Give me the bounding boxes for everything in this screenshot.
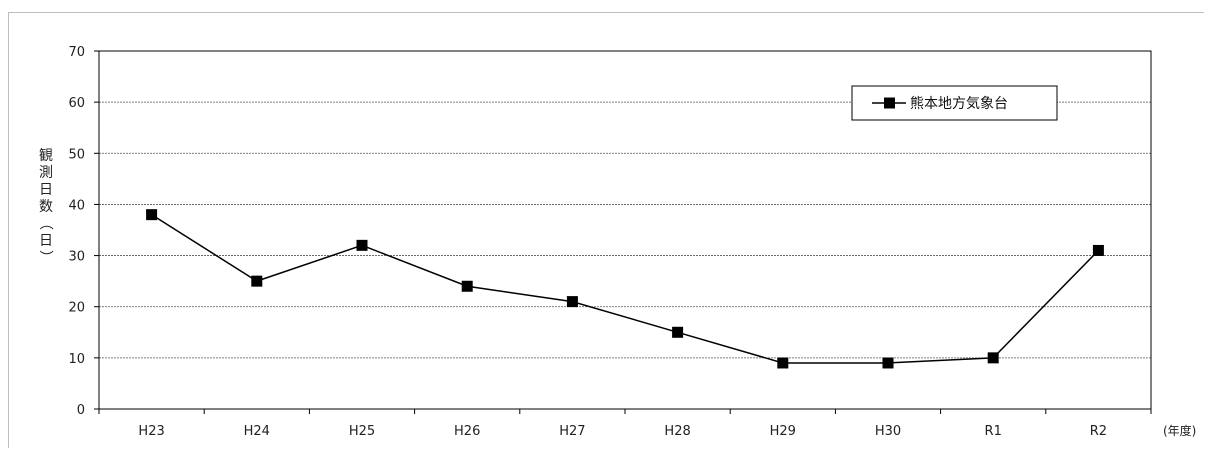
x-tick-label: R1 xyxy=(985,424,1002,439)
y-axis-label-char: 日 xyxy=(39,233,53,249)
data-point xyxy=(1092,244,1104,256)
x-axis-ticks: H23 H24 H25 H26 H27 H28 H29 H30 R1 R2 xyxy=(98,409,1152,439)
data-point xyxy=(882,357,894,369)
y-tick-label: 0 xyxy=(77,403,85,418)
y-axis-label-char: （ xyxy=(37,216,53,230)
data-point xyxy=(672,326,684,338)
y-axis-label-char: 観 xyxy=(39,147,53,164)
y-tick-label: 30 xyxy=(68,250,85,265)
y-tick-label: 70 xyxy=(68,45,85,60)
gridlines xyxy=(99,101,1151,359)
x-axis-unit: (年度) xyxy=(1163,423,1196,438)
legend-series-name: 熊本地方気象台 xyxy=(910,96,1008,112)
y-tick-label: 20 xyxy=(68,301,85,316)
x-tick-label: H25 xyxy=(349,424,375,439)
y-axis-label-char: ） xyxy=(37,250,53,264)
series-line xyxy=(151,214,1099,364)
y-tick-label: 50 xyxy=(68,147,85,162)
data-point xyxy=(251,275,263,287)
chart-frame xyxy=(8,12,1204,448)
series-layer xyxy=(146,209,1104,369)
x-tick-label: H24 xyxy=(244,424,270,439)
y-tick-label: 60 xyxy=(68,96,85,111)
data-point xyxy=(356,239,368,251)
x-tick-label: H30 xyxy=(875,424,901,439)
y-axis-label-char: 数 xyxy=(39,199,53,215)
y-axis-label-char: 測 xyxy=(39,165,53,181)
data-point xyxy=(146,209,158,221)
x-tick-label: H26 xyxy=(454,424,480,439)
y-axis-label-char: 日 xyxy=(39,182,53,198)
plot-area xyxy=(98,50,1152,410)
y-tick-label: 10 xyxy=(68,352,85,367)
data-point xyxy=(461,280,473,292)
x-tick-label: R2 xyxy=(1090,424,1107,439)
y-tick-label: 40 xyxy=(68,198,85,213)
x-tick-label: H23 xyxy=(138,424,164,439)
y-axis-ticks: 0 10 20 30 40 50 60 70 xyxy=(68,45,99,418)
x-tick-label: H28 xyxy=(664,424,690,439)
legend-square-marker-icon xyxy=(884,97,895,109)
x-tick-label: H27 xyxy=(559,424,585,439)
data-point xyxy=(987,352,999,364)
data-point xyxy=(777,357,789,369)
x-tick-label: H29 xyxy=(770,424,796,439)
legend: 熊本地方気象台 xyxy=(851,85,1058,121)
data-point xyxy=(566,296,578,308)
